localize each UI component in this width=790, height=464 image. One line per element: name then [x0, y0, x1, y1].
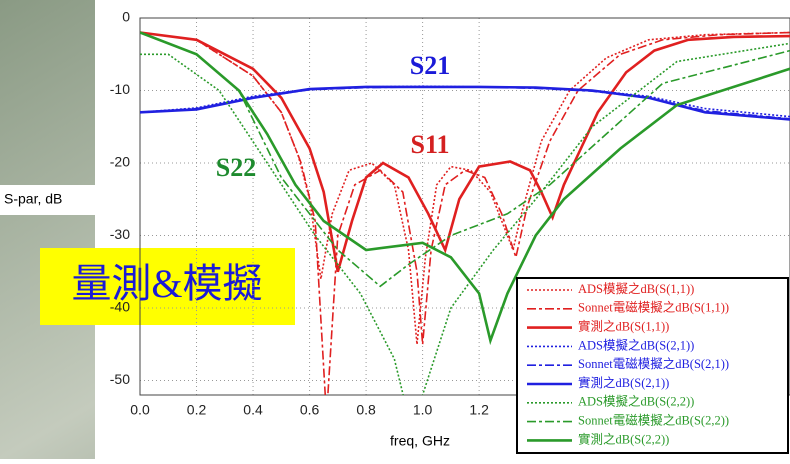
- legend: ADS模擬之dB(S(1,1)) Sonnet電磁模擬之dB(S(1,1)) 實測之…: [516, 277, 789, 454]
- y-tick-label: -50: [110, 371, 130, 387]
- legend-label: 實測之dB(S(2,1)): [578, 375, 669, 390]
- legend-label: 實測之dB(S(2,2)): [578, 431, 669, 446]
- plot: [139, 17, 790, 396]
- badge-box: [40, 248, 295, 325]
- lines: [140, 31, 790, 395]
- badge: 量測&模擬: [71, 261, 262, 306]
- y-tick-label: -20: [110, 154, 130, 170]
- series-line: [140, 31, 790, 273]
- y-tick-label: -40: [110, 299, 130, 315]
- x-tick-label: 0.6: [300, 402, 320, 418]
- y-tick-label: 0: [122, 9, 130, 25]
- legend-label: ADS模擬之dB(S(2,2)): [578, 394, 694, 409]
- series-line: [140, 42, 790, 395]
- x-tick-label: 1.2: [469, 402, 489, 418]
- legend-label: Sonnet電磁模擬之dB(S(2,1)): [578, 356, 729, 371]
- y-axis-label: S-par, dB: [4, 191, 62, 207]
- legend-label: 實測之dB(S(1,1)): [578, 318, 669, 333]
- series-line: [140, 31, 790, 395]
- legend-label: ADS模擬之dB(S(1,1)): [578, 281, 694, 296]
- annotation: S22: [216, 153, 256, 182]
- legend-label: ADS模擬之dB(S(2,1)): [578, 337, 694, 352]
- plot-frame: [139, 17, 790, 396]
- x-tick-label: 1.0: [413, 402, 433, 418]
- x-tick-label: 0.4: [243, 402, 263, 418]
- y-tick-label: -10: [110, 81, 130, 97]
- label-panel: [0, 185, 95, 215]
- x-tick-label: 0.0: [130, 402, 150, 418]
- legend-box: [516, 277, 789, 454]
- x-tick-label: 0.8: [356, 402, 376, 418]
- y-tick-label: -30: [110, 226, 130, 242]
- x-tick-label: 0.2: [187, 402, 207, 418]
- annotation: S11: [410, 130, 449, 159]
- annotation: S21: [410, 51, 450, 80]
- series-line: [140, 31, 790, 346]
- x-axis-label: freq, GHz: [390, 433, 450, 449]
- legend-label: Sonnet電磁模擬之dB(S(2,2)): [578, 412, 729, 427]
- legend-label: Sonnet電磁模擬之dB(S(1,1)): [578, 300, 729, 315]
